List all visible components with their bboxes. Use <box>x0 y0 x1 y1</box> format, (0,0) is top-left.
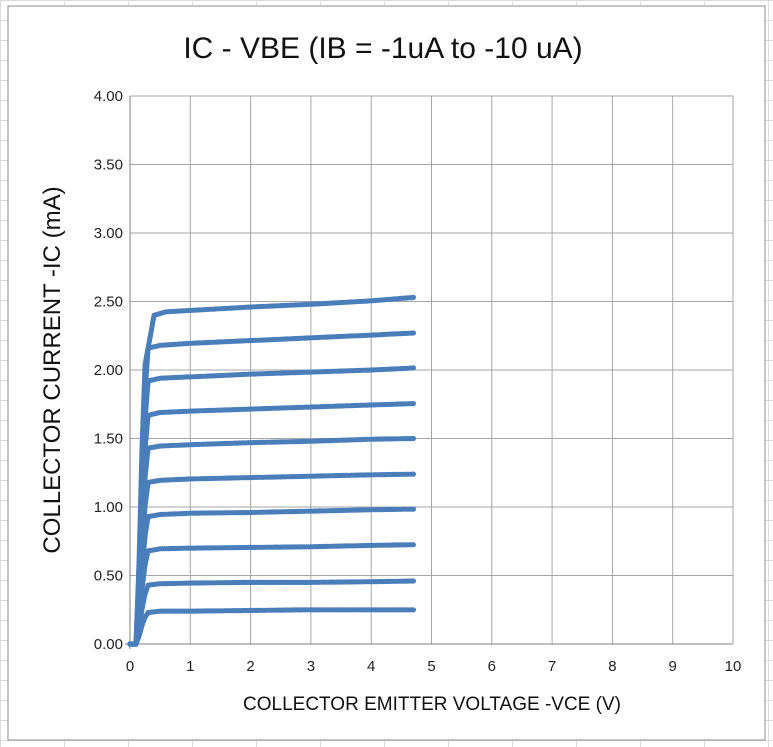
x-axis-tick-labels: 0 1 2 3 4 5 6 7 8 9 10 <box>126 658 742 675</box>
x-tick-label: 7 <box>548 658 556 675</box>
x-tick-label: 1 <box>186 658 194 675</box>
data-point <box>410 330 416 336</box>
data-point <box>410 401 416 407</box>
y-axis-title: COLLECTOR CURRENT -IC (mA) <box>39 186 66 553</box>
y-tick-label: 0.00 <box>94 636 123 653</box>
data-series <box>127 607 416 647</box>
x-tick-label: 0 <box>126 658 134 675</box>
x-tick-label: 3 <box>307 658 315 675</box>
chart-title: IC - VBE (IB = -1uA to -10 uA) <box>183 32 582 65</box>
y-tick-label: 1.50 <box>94 431 123 448</box>
y-tick-label: 3.50 <box>94 157 123 174</box>
y-tick-label: 1.00 <box>94 499 123 516</box>
y-tick-label: 2.50 <box>94 294 123 311</box>
x-tick-label: 5 <box>427 658 435 675</box>
y-tick-label: 0.50 <box>94 568 123 585</box>
y-tick-label: 3.00 <box>94 225 123 242</box>
plot-axes <box>125 96 733 649</box>
data-point <box>410 578 416 584</box>
data-point <box>410 294 416 300</box>
y-tick-label: 2.00 <box>94 362 123 379</box>
x-tick-label: 10 <box>725 658 742 675</box>
data-point <box>410 435 416 442</box>
y-tick-label: 4.00 <box>94 88 123 105</box>
data-point <box>410 607 416 613</box>
x-axis-title: COLLECTOR EMITTER VOLTAGE -VCE (V) <box>243 694 621 715</box>
x-tick-label: 6 <box>488 658 496 675</box>
chart-border[interactable] <box>7 5 766 741</box>
y-axis-tick-labels: 0.00 0.50 1.00 1.50 2.00 2.50 3.00 3.50 4.00 <box>94 88 123 653</box>
data-point <box>410 365 416 371</box>
x-tick-label: 4 <box>367 658 375 675</box>
x-tick-label: 9 <box>669 658 677 675</box>
data-series <box>127 294 416 647</box>
x-tick-label: 8 <box>608 658 616 675</box>
data-point <box>410 471 416 477</box>
x-tick-label: 2 <box>246 658 254 675</box>
data-point <box>410 506 416 512</box>
data-series-layer <box>127 294 416 647</box>
data-point <box>410 542 416 548</box>
